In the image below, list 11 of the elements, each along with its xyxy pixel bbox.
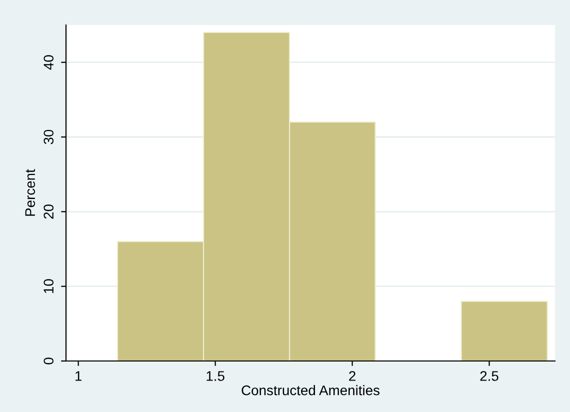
y-axis-title: Percent (25, 169, 36, 216)
y-tick-label: 20 (44, 204, 54, 219)
x-axis-title: Constructed Amenities (242, 385, 380, 396)
x-tick-label: 1 (76, 371, 82, 381)
y-tick-label: 40 (44, 55, 54, 70)
x-tick-label: 2.5 (480, 371, 498, 381)
y-tick-label: 10 (44, 279, 54, 293)
x-tick-label: 1.5 (206, 371, 224, 381)
y-tick-label: 0 (44, 358, 54, 364)
y-tick-label: 30 (44, 130, 54, 144)
x-tick-label: 2 (349, 371, 356, 381)
